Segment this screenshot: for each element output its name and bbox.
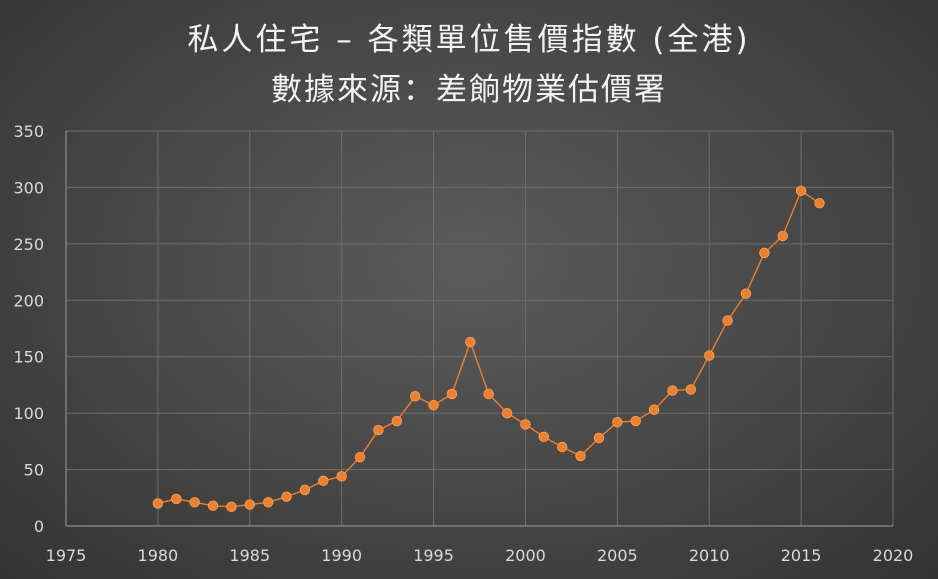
data-point bbox=[795, 185, 807, 197]
data-point bbox=[685, 384, 697, 395]
x-tick-label: 2020 bbox=[873, 546, 914, 565]
data-point bbox=[704, 350, 715, 361]
data-point bbox=[814, 198, 825, 209]
data-point bbox=[318, 475, 329, 487]
y-tick-label: 100 bbox=[13, 404, 44, 423]
data-point bbox=[373, 424, 384, 436]
data-points bbox=[152, 185, 825, 513]
x-tick-label: 1975 bbox=[46, 546, 87, 565]
x-tick-label: 1990 bbox=[321, 546, 362, 565]
data-point bbox=[226, 501, 237, 513]
data-point bbox=[299, 484, 311, 496]
data-point bbox=[244, 499, 255, 510]
x-tick-label: 2005 bbox=[597, 546, 638, 565]
y-tick-label: 200 bbox=[13, 291, 44, 310]
axes: 0 50 100 150 200 250 300 350 1975 1980 1985 1990 199… bbox=[13, 122, 913, 565]
data-point bbox=[336, 471, 347, 482]
series-line-group bbox=[157, 189, 820, 508]
data-point bbox=[648, 404, 660, 415]
data-point bbox=[189, 497, 200, 508]
data-point bbox=[667, 385, 678, 396]
data-point bbox=[777, 230, 788, 242]
data-point bbox=[409, 391, 421, 402]
y-tick-label: 350 bbox=[13, 122, 44, 141]
data-point bbox=[171, 493, 182, 505]
gridlines bbox=[66, 130, 894, 526]
data-point bbox=[354, 451, 366, 463]
data-point bbox=[759, 247, 770, 259]
y-tick-label: 50 bbox=[24, 461, 44, 480]
chart-title: 私人住宅 – 各類單位售價指數 (全港) bbox=[187, 22, 750, 58]
y-tick-label: 0 bbox=[34, 517, 44, 536]
x-tick-label: 1995 bbox=[413, 546, 454, 565]
data-point bbox=[446, 388, 458, 400]
data-point bbox=[612, 416, 623, 428]
data-point bbox=[722, 315, 733, 326]
data-point bbox=[538, 431, 550, 443]
x-tick-label: 1985 bbox=[229, 546, 270, 565]
series-line bbox=[157, 189, 820, 508]
data-point bbox=[593, 432, 605, 444]
data-point bbox=[152, 498, 164, 509]
y-tick-label: 250 bbox=[13, 235, 44, 254]
x-tick-label: 1980 bbox=[138, 546, 179, 565]
data-point bbox=[281, 491, 292, 502]
y-tick-label: 150 bbox=[13, 348, 44, 367]
data-point bbox=[483, 388, 494, 400]
x-tick-label: 2000 bbox=[505, 546, 546, 565]
data-point bbox=[428, 400, 439, 411]
data-point bbox=[520, 419, 531, 430]
data-point bbox=[391, 415, 403, 427]
data-point bbox=[630, 415, 641, 427]
data-point bbox=[262, 497, 274, 508]
y-tick-label: 300 bbox=[13, 178, 44, 197]
data-point bbox=[207, 500, 219, 511]
chart-subtitle: 數據來源：差餉物業估價署 bbox=[271, 72, 667, 108]
x-tick-label: 2015 bbox=[781, 546, 822, 565]
data-point bbox=[557, 441, 568, 453]
data-point bbox=[501, 407, 513, 419]
data-point bbox=[465, 336, 476, 348]
data-point bbox=[740, 288, 752, 299]
x-tick-label: 2010 bbox=[689, 546, 730, 565]
data-point bbox=[575, 450, 586, 462]
